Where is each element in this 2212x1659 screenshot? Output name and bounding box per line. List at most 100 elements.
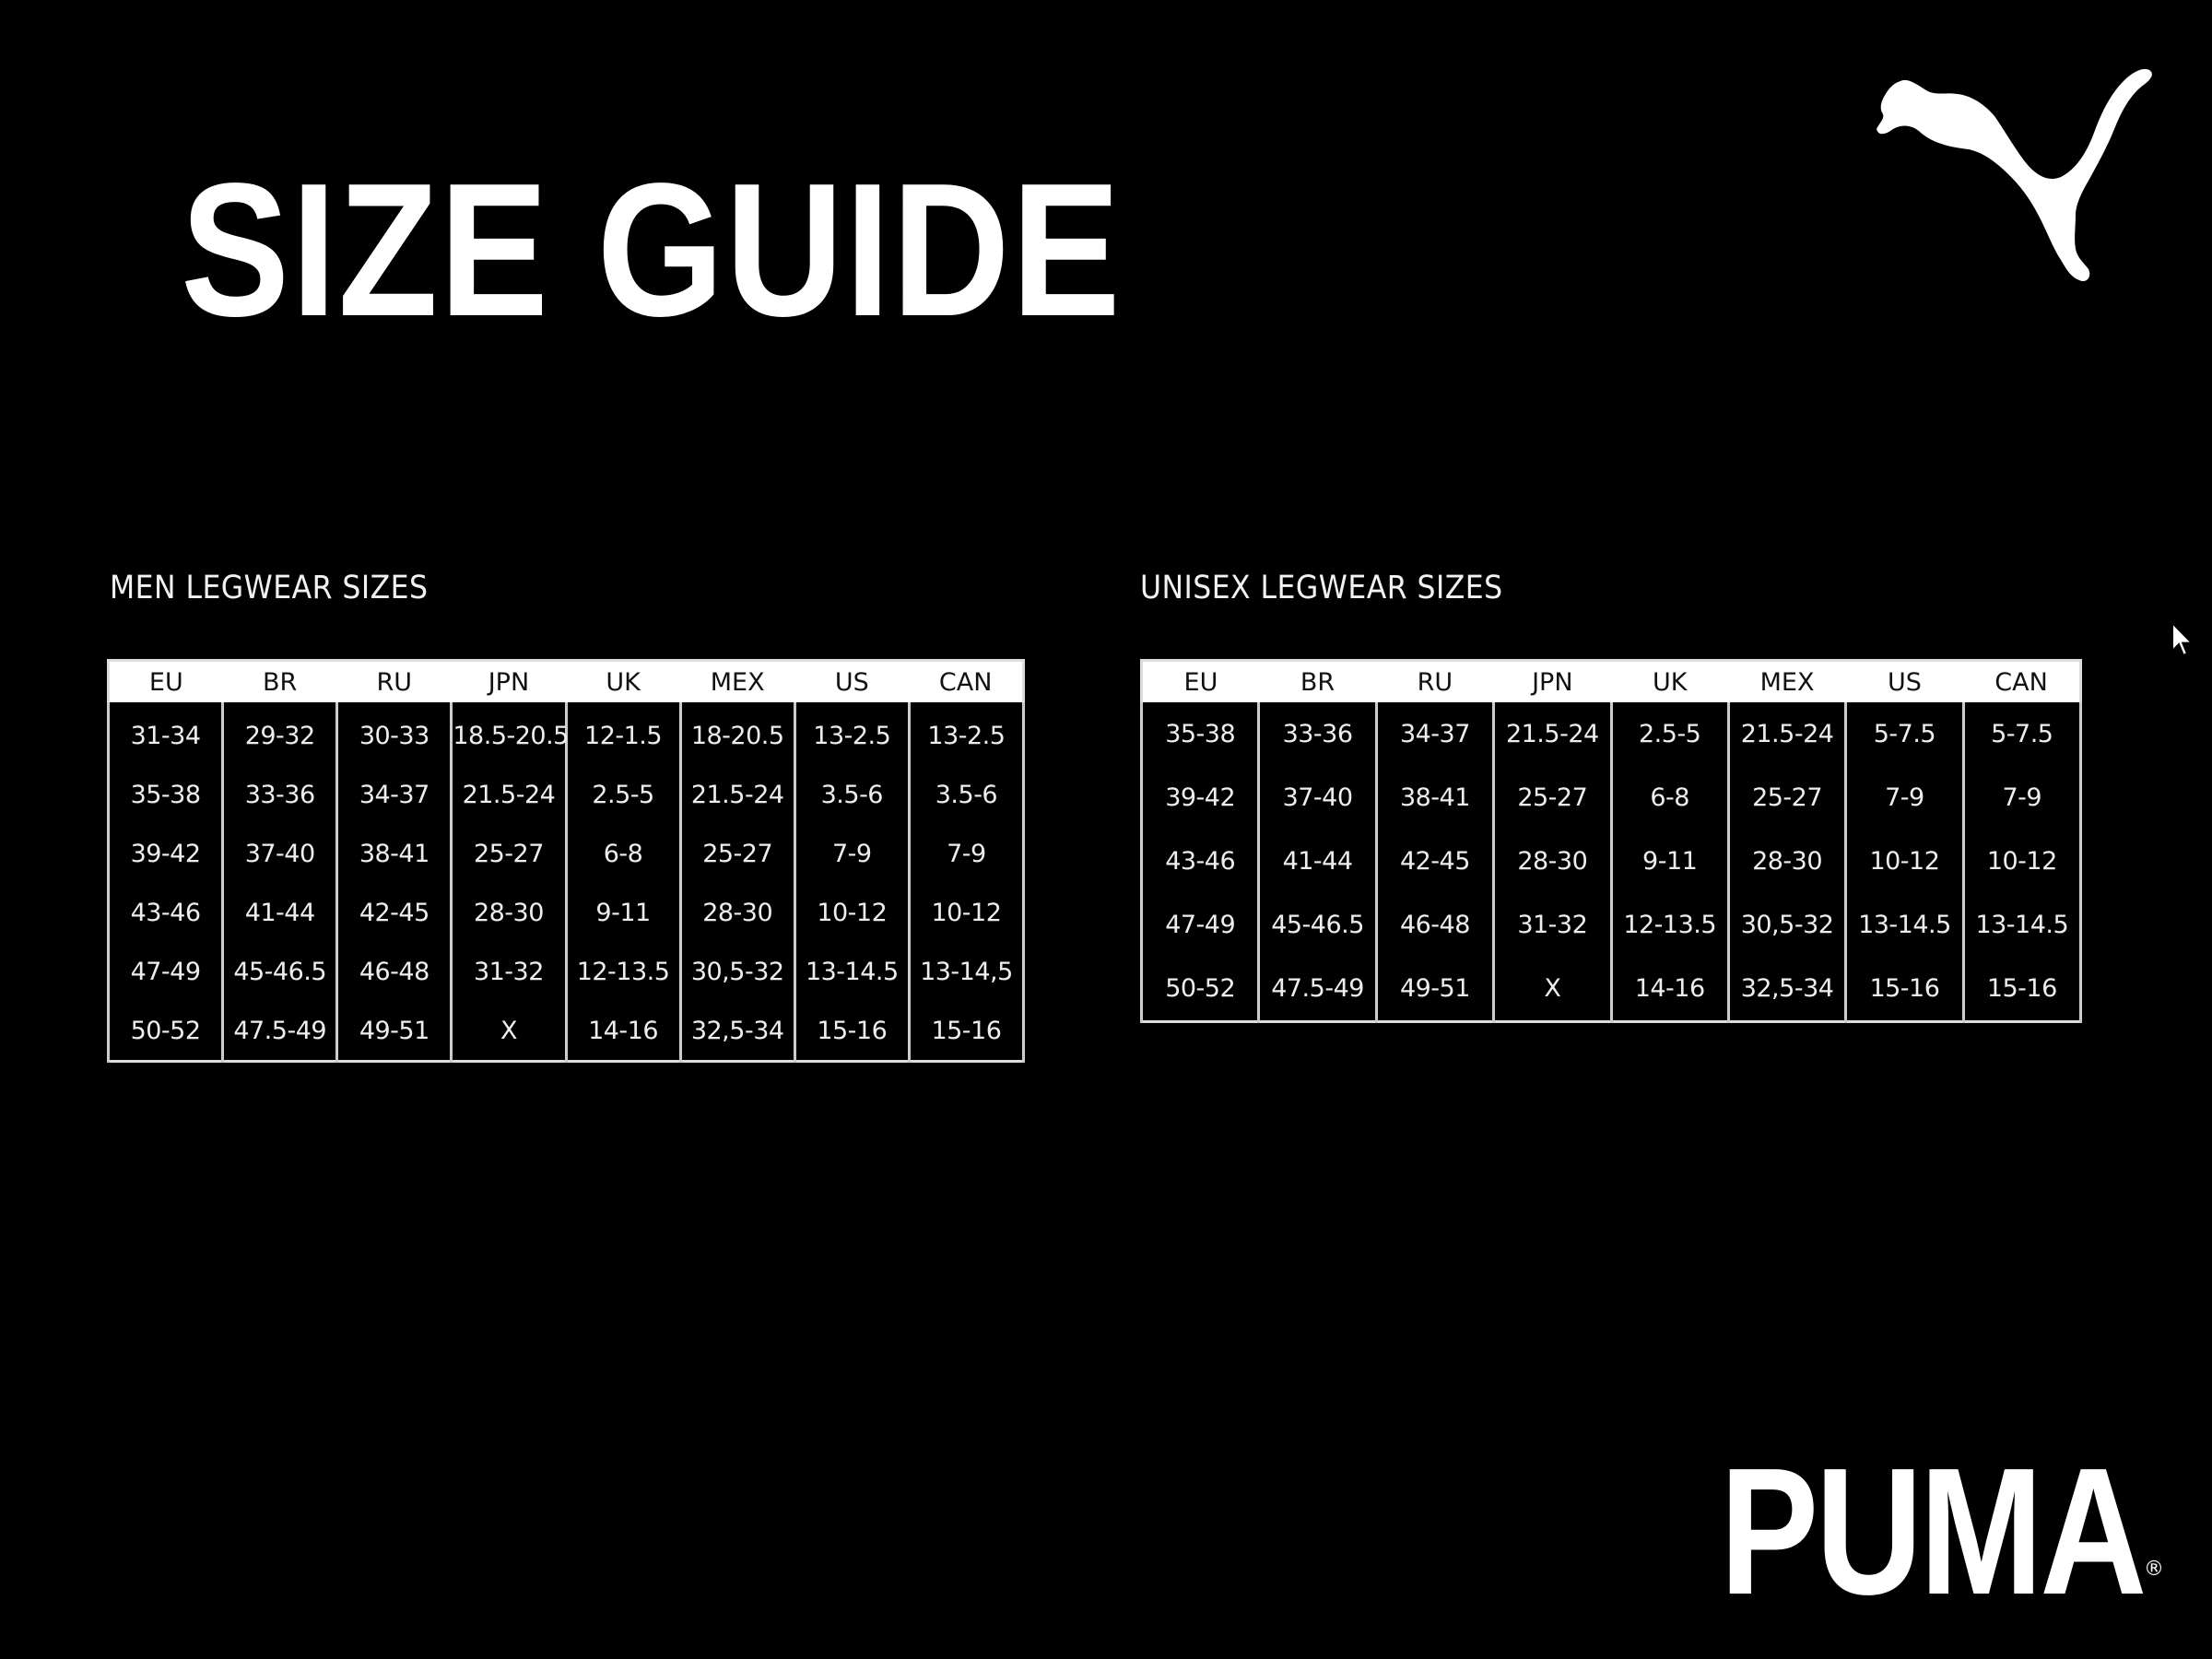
column-header: MEX bbox=[680, 660, 795, 702]
table-header-row: EU BR RU JPN UK MEX US CAN bbox=[108, 660, 1024, 702]
size-cell-can: 7-9 bbox=[1961, 766, 2083, 830]
size-cell-mex: 28-30 bbox=[678, 883, 796, 942]
size-cell-eu: 39-42 bbox=[1139, 766, 1261, 830]
size-cell-can: 10-12 bbox=[1961, 830, 2083, 893]
size-cell-ru: 38-41 bbox=[335, 824, 453, 883]
size-cell-jpn: X bbox=[1492, 957, 1613, 1022]
size-cell-ru: 46-48 bbox=[335, 942, 453, 1001]
column-header: BR bbox=[222, 660, 337, 702]
size-cell-br: 33-36 bbox=[1257, 702, 1378, 766]
size-cell-jpn: 21.5-24 bbox=[1492, 702, 1613, 766]
size-cell-uk: 12-13.5 bbox=[564, 942, 682, 1001]
size-cell-eu: 50-52 bbox=[1139, 957, 1261, 1022]
size-cell-uk: 12-1.5 bbox=[564, 702, 682, 765]
size-cell-eu: 50-52 bbox=[106, 1001, 225, 1062]
size-cell-us: 15-16 bbox=[793, 1001, 911, 1062]
table-row: 39-42 37-40 38-41 25-27 6-8 25-27 7-9 7-9 bbox=[1139, 766, 2083, 830]
registered-mark: ® bbox=[2144, 1558, 2164, 1581]
size-cell-br: 47.5-49 bbox=[1257, 957, 1378, 1022]
size-cell-mex: 25-27 bbox=[678, 824, 796, 883]
size-cell-uk: 14-16 bbox=[1609, 957, 1730, 1022]
size-cell-jpn: 31-32 bbox=[1492, 893, 1613, 957]
size-cell-mex: 32,5-34 bbox=[1726, 957, 1848, 1022]
column-header: JPN bbox=[1493, 660, 1611, 702]
size-cell-br: 41-44 bbox=[1257, 830, 1378, 893]
size-cell-us: 7-9 bbox=[1844, 766, 1965, 830]
table-row: 35-38 33-36 34-37 21.5-24 2.5-5 21.5-24 5-7.5 5… bbox=[1139, 702, 2083, 766]
size-cell-ru: 30-33 bbox=[335, 702, 453, 765]
table-row: 35-38 33-36 34-37 21.5-24 2.5-5 21.5-24 3.5-6 3… bbox=[106, 765, 1026, 824]
size-cell-uk: 2.5-5 bbox=[564, 765, 682, 824]
size-cell-eu: 35-38 bbox=[106, 765, 225, 824]
column-header: JPN bbox=[451, 660, 566, 702]
page-title: SIZE GUIDE bbox=[181, 144, 1123, 356]
column-header: UK bbox=[1611, 660, 1729, 702]
size-cell-ru: 46-48 bbox=[1374, 893, 1496, 957]
size-cell-ru: 34-37 bbox=[1374, 702, 1496, 766]
size-cell-can: 15-16 bbox=[1961, 957, 2083, 1022]
size-cell-mex: 21.5-24 bbox=[678, 765, 796, 824]
size-cell-br: 45-46.5 bbox=[1257, 893, 1378, 957]
column-header: EU bbox=[108, 660, 223, 702]
size-cell-ru: 42-45 bbox=[1374, 830, 1496, 893]
table-row: 47-49 45-46.5 46-48 31-32 12-13.5 30,5-32 13-1… bbox=[1139, 893, 2083, 957]
men-section-label: MEN LEGWEAR SIZES bbox=[110, 570, 429, 606]
size-cell-uk: 6-8 bbox=[1609, 766, 1730, 830]
size-cell-us: 7-9 bbox=[793, 824, 911, 883]
unisex-section-label: UNISEX LEGWEAR SIZES bbox=[1140, 570, 1503, 606]
size-cell-jpn: 25-27 bbox=[1492, 766, 1613, 830]
size-cell-can: 13-2.5 bbox=[907, 702, 1026, 765]
size-cell-eu: 47-49 bbox=[1139, 893, 1261, 957]
mouse-cursor-icon bbox=[2171, 621, 2194, 657]
size-cell-br: 41-44 bbox=[221, 883, 339, 942]
size-cell-jpn: 28-30 bbox=[450, 883, 568, 942]
column-header: UK bbox=[566, 660, 681, 702]
size-cell-us: 13-2.5 bbox=[793, 702, 911, 765]
size-cell-us: 10-12 bbox=[1844, 830, 1965, 893]
size-cell-eu: 43-46 bbox=[106, 883, 225, 942]
size-cell-us: 13-14.5 bbox=[793, 942, 911, 1001]
size-cell-uk: 2.5-5 bbox=[1609, 702, 1730, 766]
size-cell-uk: 9-11 bbox=[564, 883, 682, 942]
column-header: MEX bbox=[1728, 660, 1846, 702]
column-header: RU bbox=[1376, 660, 1494, 702]
size-cell-can: 7-9 bbox=[907, 824, 1026, 883]
size-cell-jpn: X bbox=[450, 1001, 568, 1062]
size-cell-jpn: 18.5-20.5 bbox=[450, 702, 569, 765]
size-cell-us: 15-16 bbox=[1844, 957, 1965, 1022]
size-cell-us: 3.5-6 bbox=[793, 765, 911, 824]
size-cell-mex: 18-20.5 bbox=[678, 702, 796, 765]
size-cell-us: 13-14.5 bbox=[1844, 893, 1965, 957]
size-cell-jpn: 28-30 bbox=[1492, 830, 1613, 893]
column-header: BR bbox=[1258, 660, 1377, 702]
table-row: 50-52 47.5-49 49-51 X 14-16 32,5-34 15-16 15-16 bbox=[1139, 957, 2083, 1022]
size-cell-ru: 34-37 bbox=[335, 765, 453, 824]
column-header: RU bbox=[336, 660, 452, 702]
unisex-size-table: EU BR RU JPN UK MEX US CAN 35-38 33-36 34-… bbox=[1139, 659, 2083, 1023]
men-size-table: EU BR RU JPN UK MEX US CAN 31-34 29-32 30-… bbox=[106, 659, 1026, 1063]
size-cell-mex: 30,5-32 bbox=[678, 942, 796, 1001]
size-cell-uk: 6-8 bbox=[564, 824, 682, 883]
size-cell-eu: 47-49 bbox=[106, 942, 225, 1001]
table-row: 50-52 47.5-49 49-51 X 14-16 32,5-34 15-16 15-16 bbox=[106, 1001, 1026, 1062]
column-header: US bbox=[794, 660, 910, 702]
table-row: 47-49 45-46.5 46-48 31-32 12-13.5 30,5-32 13-1… bbox=[106, 942, 1026, 1001]
size-cell-can: 5-7.5 bbox=[1961, 702, 2083, 766]
size-cell-can: 13-14.5 bbox=[1961, 893, 2083, 957]
size-cell-br: 29-32 bbox=[221, 702, 339, 765]
size-cell-us: 5-7.5 bbox=[1844, 702, 1965, 766]
size-cell-mex: 30,5-32 bbox=[1726, 893, 1848, 957]
size-cell-can: 15-16 bbox=[907, 1001, 1026, 1062]
size-cell-eu: 39-42 bbox=[106, 824, 225, 883]
size-cell-uk: 9-11 bbox=[1609, 830, 1730, 893]
size-cell-mex: 28-30 bbox=[1726, 830, 1848, 893]
puma-wordmark-logo: PUMA bbox=[1720, 1430, 2147, 1632]
column-header: CAN bbox=[1963, 660, 2081, 702]
size-cell-jpn: 25-27 bbox=[450, 824, 568, 883]
size-cell-br: 37-40 bbox=[1257, 766, 1378, 830]
size-cell-uk: 14-16 bbox=[564, 1001, 682, 1062]
column-header: EU bbox=[1141, 660, 1259, 702]
size-cell-can: 10-12 bbox=[907, 883, 1026, 942]
size-cell-eu: 43-46 bbox=[1139, 830, 1261, 893]
size-cell-mex: 21.5-24 bbox=[1726, 702, 1848, 766]
